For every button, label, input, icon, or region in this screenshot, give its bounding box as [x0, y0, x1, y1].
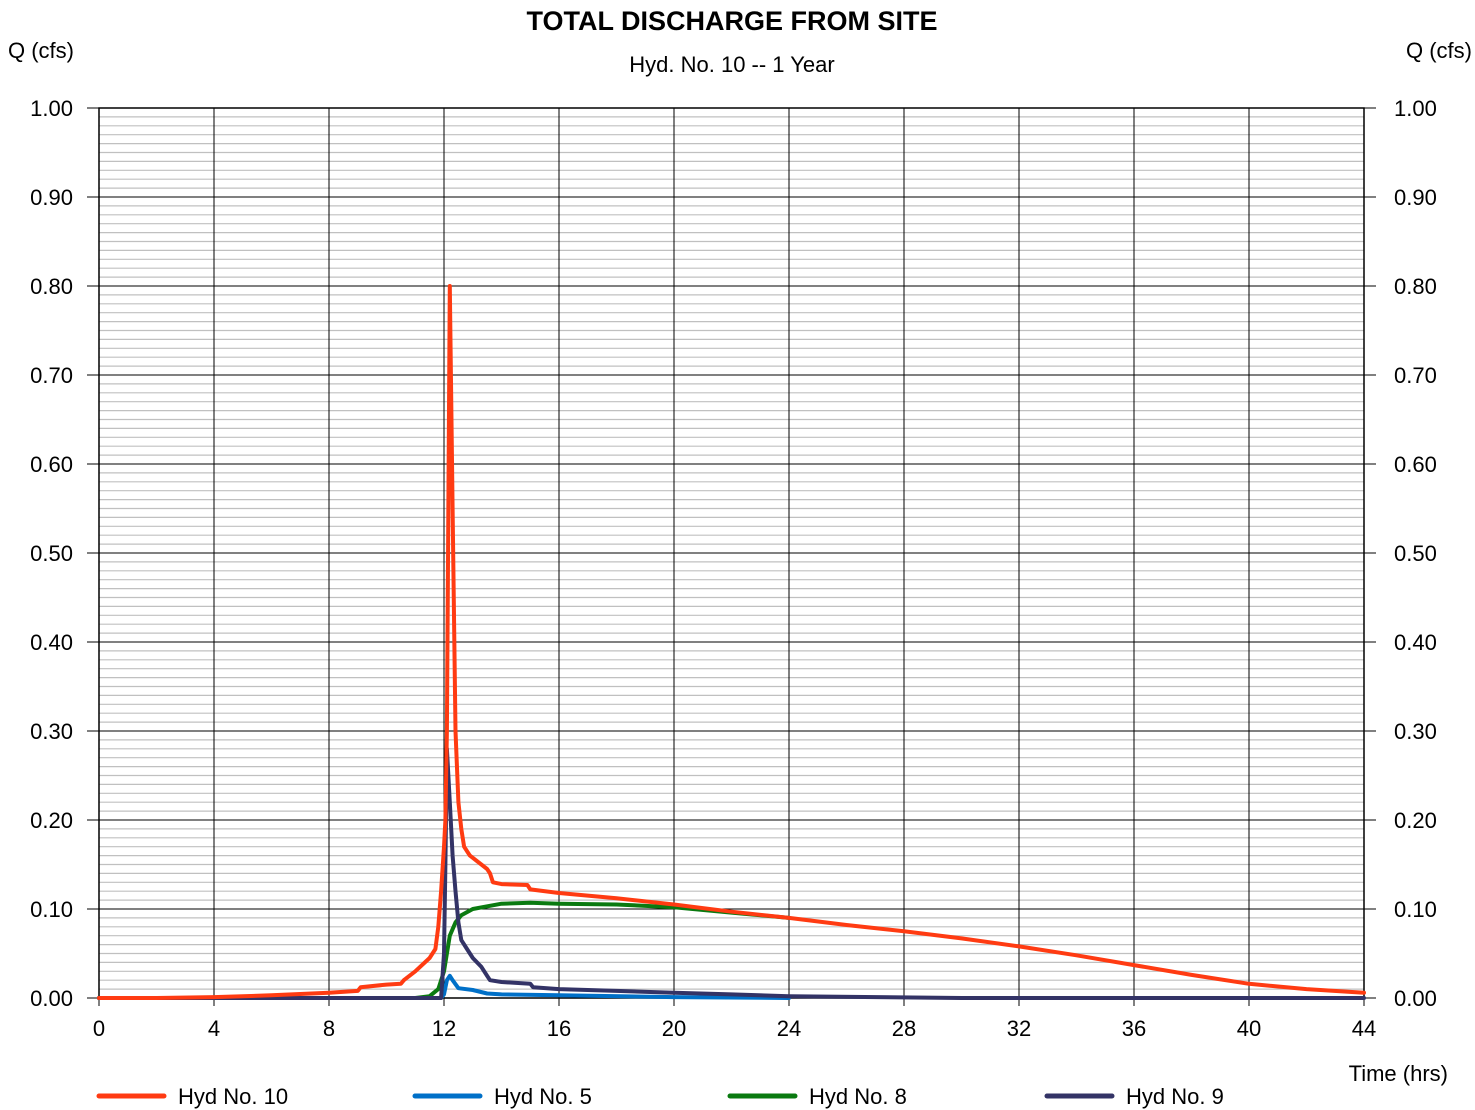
y-tick-label-right: 0.40 [1394, 630, 1437, 655]
x-tick-label: 28 [892, 1016, 916, 1041]
x-axis-label: Time (hrs) [1349, 1061, 1448, 1086]
y-tick-label-right: 0.00 [1394, 986, 1437, 1011]
series-layer [97, 284, 1366, 1000]
chart-subtitle: Hyd. No. 10 -- 1 Year [629, 52, 834, 77]
y-tick-label-left: 1.00 [30, 96, 73, 121]
x-tick-label: 24 [777, 1016, 801, 1041]
y-tick-label-left: 0.40 [30, 630, 73, 655]
y-tick-label-left: 0.60 [30, 452, 73, 477]
y-tick-label-right: 0.70 [1394, 363, 1437, 388]
y-tick-labels-right: 0.00 0.10 0.20 0.30 0.40 0.50 0.60 0.70 0.80 0.90… [1394, 96, 1437, 1011]
legend: Hyd No. 10 Hyd No. 5 Hyd No. 8 Hyd No. 9 [96, 1084, 1224, 1109]
y-tick-label-left: 0.70 [30, 363, 73, 388]
chart-title: TOTAL DISCHARGE FROM SITE [526, 6, 937, 36]
series-line-hyd-no-8 [97, 900, 791, 1000]
y-tick-label-left: 0.50 [30, 541, 73, 566]
y-tick-label-right: 0.80 [1394, 274, 1437, 299]
y-axis-label-right: Q (cfs) [1406, 38, 1472, 63]
y-tick-label-right: 0.10 [1394, 897, 1437, 922]
y-tick-label-left: 0.90 [30, 185, 73, 210]
y-tick-label-right: 0.20 [1394, 808, 1437, 833]
y-tick-label-left: 0.80 [30, 274, 73, 299]
y-tick-label-left: 0.30 [30, 719, 73, 744]
tick-marks [87, 107, 1376, 1006]
y-tick-label-left: 0.10 [30, 897, 73, 922]
x-tick-label: 8 [323, 1016, 335, 1041]
minor-gridlines [99, 116, 1364, 990]
y-tick-label-right: 0.50 [1394, 541, 1437, 566]
y-tick-labels-left: 0.00 0.10 0.20 0.30 0.40 0.50 0.60 0.70 0.80 0.90… [30, 96, 73, 1011]
x-tick-label: 12 [432, 1016, 456, 1041]
x-tick-label: 4 [208, 1016, 220, 1041]
x-tick-label: 0 [93, 1016, 105, 1041]
series-line-hyd-no-10 [97, 284, 1366, 1000]
y-tick-label-right: 0.90 [1394, 185, 1437, 210]
x-tick-label: 20 [662, 1016, 686, 1041]
legend-label: Hyd No. 8 [809, 1084, 907, 1109]
y-axis-label-left: Q (cfs) [8, 38, 74, 63]
y-tick-label-left: 0.20 [30, 808, 73, 833]
x-tick-label: 32 [1007, 1016, 1031, 1041]
x-tick-label: 44 [1352, 1016, 1376, 1041]
y-tick-label-right: 0.30 [1394, 719, 1437, 744]
legend-label: Hyd No. 10 [178, 1084, 288, 1109]
x-tick-labels: 0 4 8 12 16 20 24 28 32 36 40 44 [93, 1016, 1376, 1041]
y-tick-label-right: 1.00 [1394, 96, 1437, 121]
legend-label: Hyd No. 9 [1126, 1084, 1224, 1109]
legend-label: Hyd No. 5 [494, 1084, 592, 1109]
series-line-hyd-no-5 [97, 973, 791, 1000]
x-tick-label: 36 [1122, 1016, 1146, 1041]
x-tick-label: 40 [1237, 1016, 1261, 1041]
y-tick-label-right: 0.60 [1394, 452, 1437, 477]
x-tick-label: 16 [547, 1016, 571, 1041]
y-tick-label-left: 0.00 [30, 986, 73, 1011]
